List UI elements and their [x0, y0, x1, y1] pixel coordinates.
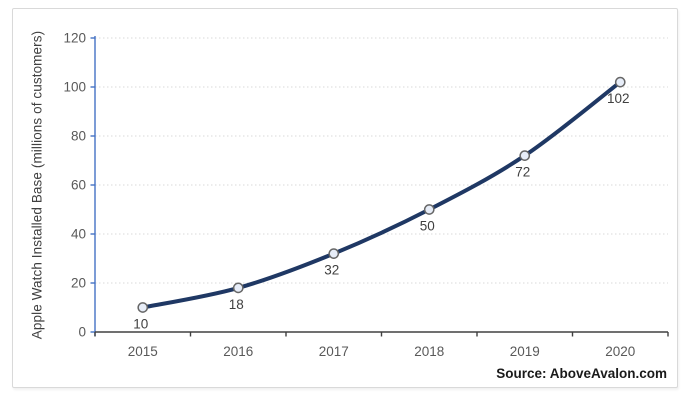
data-label-2018: 50: [420, 219, 435, 234]
x-tick-label-2016: 2016: [223, 344, 253, 359]
x-tick-label-2020: 2020: [605, 344, 635, 359]
data-label-2017: 32: [324, 263, 339, 278]
y-tick-label-0: 0: [78, 325, 86, 340]
x-tick-label-2017: 2017: [319, 344, 349, 359]
series-installed-base: 10 18 32 50 72 102: [133, 76, 630, 332]
x-tick-label-2015: 2015: [128, 344, 158, 359]
x-tick-label-2019: 2019: [510, 344, 540, 359]
gridlines: [95, 37, 668, 284]
y-axis: 0 20 40 60 80 100 120: [63, 31, 96, 340]
y-tick-label-60: 60: [71, 178, 86, 193]
data-label-2019: 72: [515, 165, 530, 180]
series-line: [140, 80, 623, 310]
data-point-2019: [519, 150, 531, 161]
y-tick-label-20: 20: [71, 276, 86, 291]
x-axis: 2015 2016 2017 2018 2019 2020: [94, 331, 669, 359]
data-point-2017: [328, 248, 340, 259]
x-tick-label-2018: 2018: [414, 344, 444, 359]
data-label-2015: 10: [133, 317, 148, 332]
chart-frame: [12, 8, 678, 388]
data-point-2016: [232, 282, 244, 294]
y-tick-label-40: 40: [71, 227, 86, 242]
data-point-2020: [614, 76, 626, 88]
y-tick-label-120: 120: [63, 31, 86, 46]
data-label-2016: 18: [229, 297, 244, 312]
data-point-2018: [423, 204, 435, 215]
y-tick-label-80: 80: [71, 129, 86, 144]
y-tick-label-100: 100: [63, 80, 86, 95]
source-note: Source: AboveAvalon.com: [496, 366, 667, 381]
data-label-2020: 102: [607, 91, 630, 106]
data-point-2015: [137, 302, 149, 313]
